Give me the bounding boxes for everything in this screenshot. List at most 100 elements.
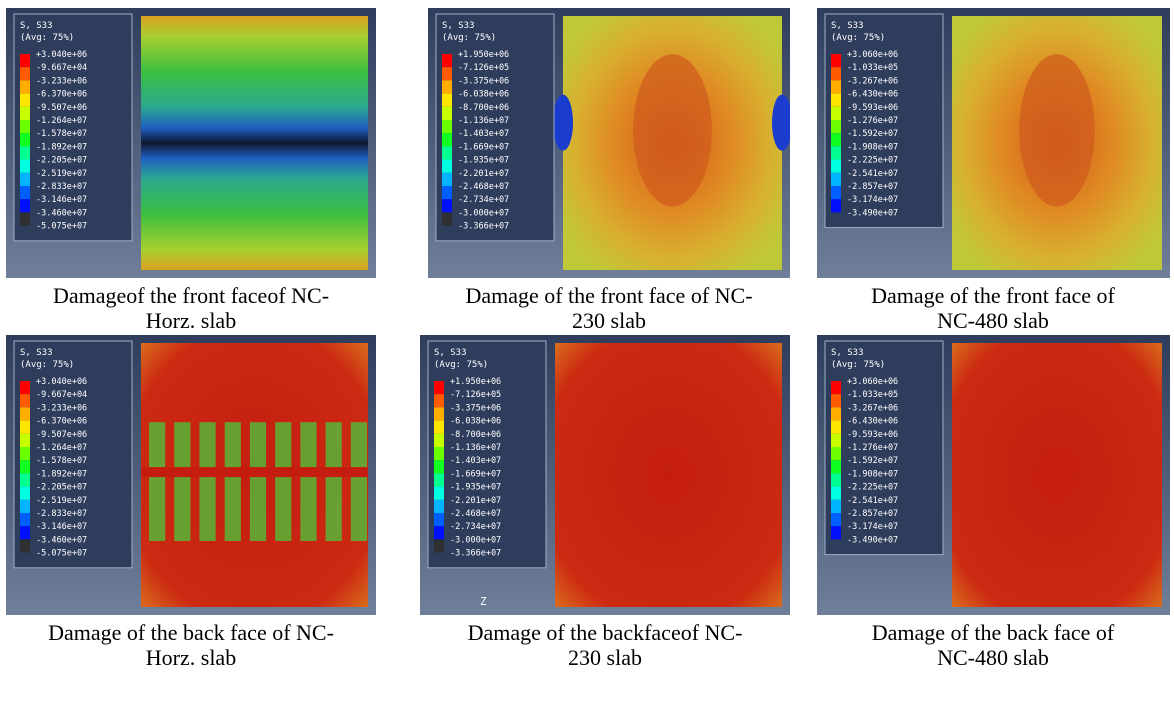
legend-value: -9.593e+06 <box>847 103 898 113</box>
legend-value: -1.264e+07 <box>36 443 87 453</box>
contour-core <box>633 54 712 206</box>
legend-value: -3.146e+07 <box>36 195 87 205</box>
legend-box <box>14 14 132 241</box>
legend-value: -3.146e+07 <box>36 522 87 532</box>
legend-swatch <box>831 381 841 394</box>
legend-swatch <box>831 54 841 67</box>
legend-value: -3.174e+07 <box>847 195 898 205</box>
contour-patch <box>199 422 215 541</box>
legend-value: -3.000e+07 <box>450 535 501 545</box>
legend-swatch <box>442 186 452 199</box>
caption: Damage of the backfaceof NC-230 slab <box>405 620 805 670</box>
legend-value: -1.264e+07 <box>36 116 87 126</box>
legend-value: -3.267e+06 <box>847 403 898 413</box>
legend-value: -3.375e+06 <box>458 76 509 86</box>
caption: Damage of the back face of NC-Horz. slab <box>0 620 391 670</box>
legend-value: -6.370e+06 <box>36 417 87 427</box>
legend-value: -1.592e+07 <box>847 129 898 139</box>
legend-swatch <box>442 160 452 173</box>
legend-swatch <box>20 54 30 67</box>
legend-swatch <box>831 513 841 526</box>
caption-line: Horz. slab <box>0 645 391 670</box>
legend-value: -1.276e+07 <box>847 443 898 453</box>
legend-swatch <box>831 160 841 173</box>
contour-image: S, S33(Avg: 75%)+3.060e+06-1.033e+05-3.2… <box>817 335 1170 615</box>
legend-swatch <box>20 120 30 133</box>
legend-swatch <box>20 394 30 407</box>
legend-swatch <box>442 212 452 225</box>
legend-swatch <box>20 460 30 473</box>
legend-swatch <box>831 421 841 434</box>
legend-swatch <box>831 94 841 107</box>
legend-subtitle: (Avg: 75%) <box>20 33 74 43</box>
legend-value: +3.060e+06 <box>847 377 898 387</box>
legend-title: S, S33 <box>831 21 864 31</box>
slab-contour <box>141 16 368 270</box>
contour-patch <box>351 422 367 541</box>
axis-label: Z <box>480 595 487 608</box>
legend-value: -2.225e+07 <box>847 483 898 493</box>
legend-value: -1.669e+07 <box>450 469 501 479</box>
legend-swatch <box>20 434 30 447</box>
legend-swatch <box>831 199 841 212</box>
legend-swatch <box>434 487 444 500</box>
legend-value: -1.578e+07 <box>36 456 87 466</box>
legend-value: -3.233e+06 <box>36 403 87 413</box>
legend-swatch <box>831 487 841 500</box>
legend-swatch <box>442 54 452 67</box>
legend-value: -2.201e+07 <box>450 496 501 506</box>
contour-patch <box>275 422 291 541</box>
legend-value: -1.908e+07 <box>847 142 898 152</box>
legend-value: -9.593e+06 <box>847 430 898 440</box>
legend-swatch <box>20 186 30 199</box>
legend-value: -7.126e+05 <box>450 390 501 400</box>
legend-value: -2.205e+07 <box>36 483 87 493</box>
legend-swatch <box>831 67 841 80</box>
legend-swatch <box>434 394 444 407</box>
legend-box <box>436 14 554 241</box>
caption-line: NC-480 slab <box>793 645 1174 670</box>
legend-swatch <box>831 120 841 133</box>
legend-swatch <box>434 513 444 526</box>
legend-value: +3.040e+06 <box>36 377 87 387</box>
legend-subtitle: (Avg: 75%) <box>434 360 488 370</box>
legend-swatch <box>20 199 30 212</box>
legend-swatch <box>442 94 452 107</box>
caption: Damage of the front face of NC-230 slab <box>409 283 809 333</box>
edge-blue <box>553 95 573 151</box>
legend-value: -3.375e+06 <box>450 403 501 413</box>
legend-subtitle: (Avg: 75%) <box>442 33 496 43</box>
legend-value: -9.507e+06 <box>36 103 87 113</box>
legend-swatch <box>831 133 841 146</box>
legend-swatch <box>831 526 841 539</box>
legend-swatch <box>20 539 30 552</box>
legend-swatch <box>831 107 841 120</box>
legend-swatch <box>434 407 444 420</box>
legend-swatch <box>434 447 444 460</box>
contour-band <box>141 467 368 477</box>
legend-value: -5.075e+07 <box>36 222 87 232</box>
caption: Damage of the front face ofNC-480 slab <box>793 283 1174 333</box>
legend-swatch <box>20 381 30 394</box>
legend-swatch <box>20 421 30 434</box>
legend-swatch <box>442 173 452 186</box>
legend-swatch <box>20 146 30 159</box>
caption-line: 230 slab <box>405 645 805 670</box>
contour-image: S, S33(Avg: 75%)+3.060e+06-1.033e+05-3.2… <box>817 8 1170 278</box>
legend-swatch <box>20 513 30 526</box>
legend-value: -3.490e+07 <box>847 535 898 545</box>
legend-value: -3.490e+07 <box>847 208 898 218</box>
legend-title: S, S33 <box>20 348 53 358</box>
legend-swatch <box>442 80 452 93</box>
legend-swatch <box>442 146 452 159</box>
legend-subtitle: (Avg: 75%) <box>20 360 74 370</box>
legend-value: -1.033e+05 <box>847 63 898 73</box>
legend-swatch <box>831 80 841 93</box>
legend-swatch <box>434 381 444 394</box>
legend-title: S, S33 <box>831 348 864 358</box>
legend-value: -3.000e+07 <box>458 208 509 218</box>
legend-value: -1.892e+07 <box>36 469 87 479</box>
legend-swatch <box>20 212 30 225</box>
legend-value: -2.734e+07 <box>450 522 501 532</box>
contour-patch <box>250 422 266 541</box>
